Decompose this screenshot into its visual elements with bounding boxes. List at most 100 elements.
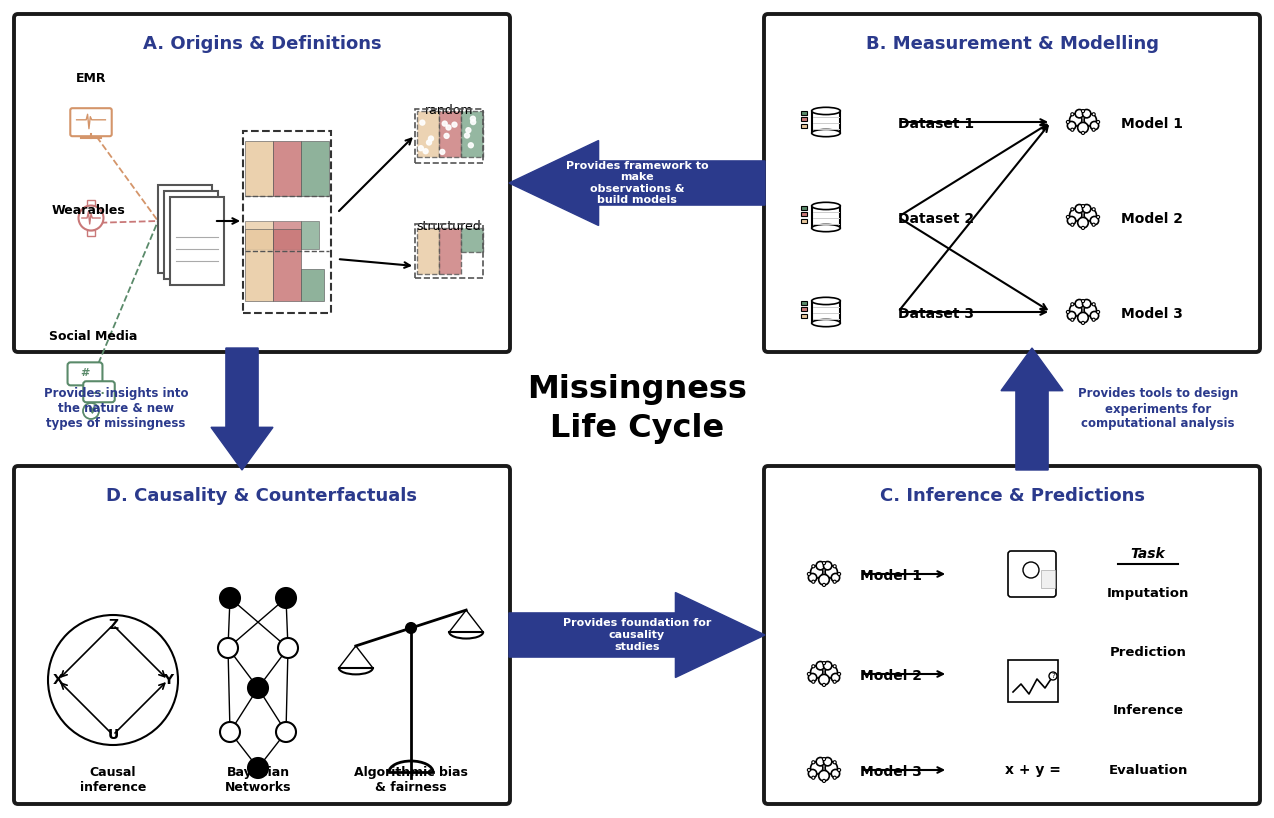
Circle shape (817, 662, 824, 670)
Circle shape (1066, 215, 1069, 218)
Circle shape (837, 573, 841, 576)
Circle shape (831, 770, 840, 778)
Text: Bayesian
Networks: Bayesian Networks (224, 766, 292, 794)
Bar (417, 228, 440, 274)
Bar (801, 111, 806, 115)
Circle shape (812, 761, 815, 764)
Ellipse shape (812, 107, 841, 115)
Bar (812, 301, 841, 323)
Bar (801, 301, 806, 305)
Bar (801, 308, 806, 312)
Circle shape (1097, 120, 1099, 124)
Circle shape (1066, 311, 1069, 313)
Text: Dataset 2: Dataset 2 (898, 212, 975, 226)
Text: Causal
inference: Causal inference (80, 766, 147, 794)
Circle shape (826, 762, 837, 774)
Text: random: random (424, 105, 473, 118)
Circle shape (1084, 114, 1097, 126)
Ellipse shape (812, 297, 841, 304)
Text: Model 1: Model 1 (860, 569, 922, 583)
Bar (169, 197, 224, 285)
Text: Z: Z (108, 618, 118, 632)
Text: Missingness
Life Cycle: Missingness Life Cycle (527, 375, 747, 443)
Circle shape (810, 762, 823, 774)
Circle shape (833, 776, 836, 780)
Text: structured: structured (417, 219, 482, 232)
Circle shape (470, 119, 475, 124)
Circle shape (833, 665, 836, 667)
Text: ...: ... (93, 386, 106, 396)
Circle shape (812, 580, 815, 583)
Bar (301, 269, 324, 301)
Text: Dataset 3: Dataset 3 (898, 307, 975, 321)
Circle shape (452, 122, 457, 127)
Bar (1041, 570, 1055, 588)
Circle shape (817, 561, 824, 570)
Circle shape (1075, 204, 1084, 213)
Circle shape (808, 768, 810, 771)
FancyBboxPatch shape (764, 466, 1260, 804)
Circle shape (1097, 215, 1099, 218)
Circle shape (833, 564, 836, 568)
Bar (273, 221, 301, 249)
Text: Provides framework to
make
observations &
build models: Provides framework to make observations … (566, 160, 708, 205)
Circle shape (808, 672, 810, 676)
Circle shape (1068, 217, 1075, 225)
Bar (801, 218, 806, 222)
Bar (273, 229, 301, 301)
Text: Imputation: Imputation (1107, 587, 1189, 600)
Polygon shape (211, 348, 273, 470)
Circle shape (1092, 223, 1096, 227)
Bar (273, 141, 301, 196)
Text: Model 2: Model 2 (1121, 212, 1184, 226)
Bar (245, 221, 273, 249)
Bar (1008, 660, 1057, 702)
Circle shape (446, 125, 451, 130)
Circle shape (1078, 218, 1088, 228)
Circle shape (810, 666, 823, 678)
Circle shape (470, 116, 475, 121)
Circle shape (420, 120, 424, 125)
Circle shape (278, 638, 298, 658)
Text: D. Causality & Counterfactuals: D. Causality & Counterfactuals (107, 487, 418, 505)
Circle shape (823, 757, 832, 766)
Bar (440, 228, 461, 274)
Text: Model 3: Model 3 (1121, 307, 1182, 321)
Circle shape (819, 674, 829, 685)
Circle shape (248, 678, 268, 698)
Circle shape (1091, 121, 1098, 130)
Text: EMR: EMR (75, 73, 106, 86)
Circle shape (831, 673, 840, 682)
Circle shape (826, 566, 837, 578)
Circle shape (1075, 299, 1084, 308)
Circle shape (1078, 123, 1088, 133)
Text: Task: Task (1130, 547, 1166, 561)
Circle shape (812, 680, 815, 683)
FancyBboxPatch shape (14, 466, 510, 804)
Circle shape (1084, 303, 1097, 316)
Circle shape (1084, 209, 1097, 221)
Circle shape (809, 770, 817, 778)
Circle shape (817, 757, 824, 766)
Circle shape (823, 662, 826, 665)
Circle shape (1092, 208, 1096, 211)
Text: ?: ? (1051, 673, 1055, 679)
Bar (440, 111, 461, 157)
Circle shape (837, 672, 841, 676)
Polygon shape (510, 141, 764, 226)
Text: Algorithmic bias
& fairness: Algorithmic bias & fairness (354, 766, 468, 794)
FancyBboxPatch shape (68, 362, 102, 385)
Text: Inference: Inference (1112, 703, 1184, 717)
Text: Y: Y (163, 673, 173, 687)
Bar (812, 111, 841, 133)
Circle shape (1070, 128, 1074, 131)
Circle shape (1070, 318, 1074, 321)
Bar (801, 117, 806, 122)
Bar (164, 191, 218, 279)
Circle shape (83, 403, 99, 419)
Circle shape (1083, 299, 1091, 308)
Text: A. Origins & Definitions: A. Origins & Definitions (143, 35, 381, 53)
Circle shape (440, 150, 445, 155)
Bar (461, 228, 483, 252)
FancyBboxPatch shape (70, 108, 112, 137)
